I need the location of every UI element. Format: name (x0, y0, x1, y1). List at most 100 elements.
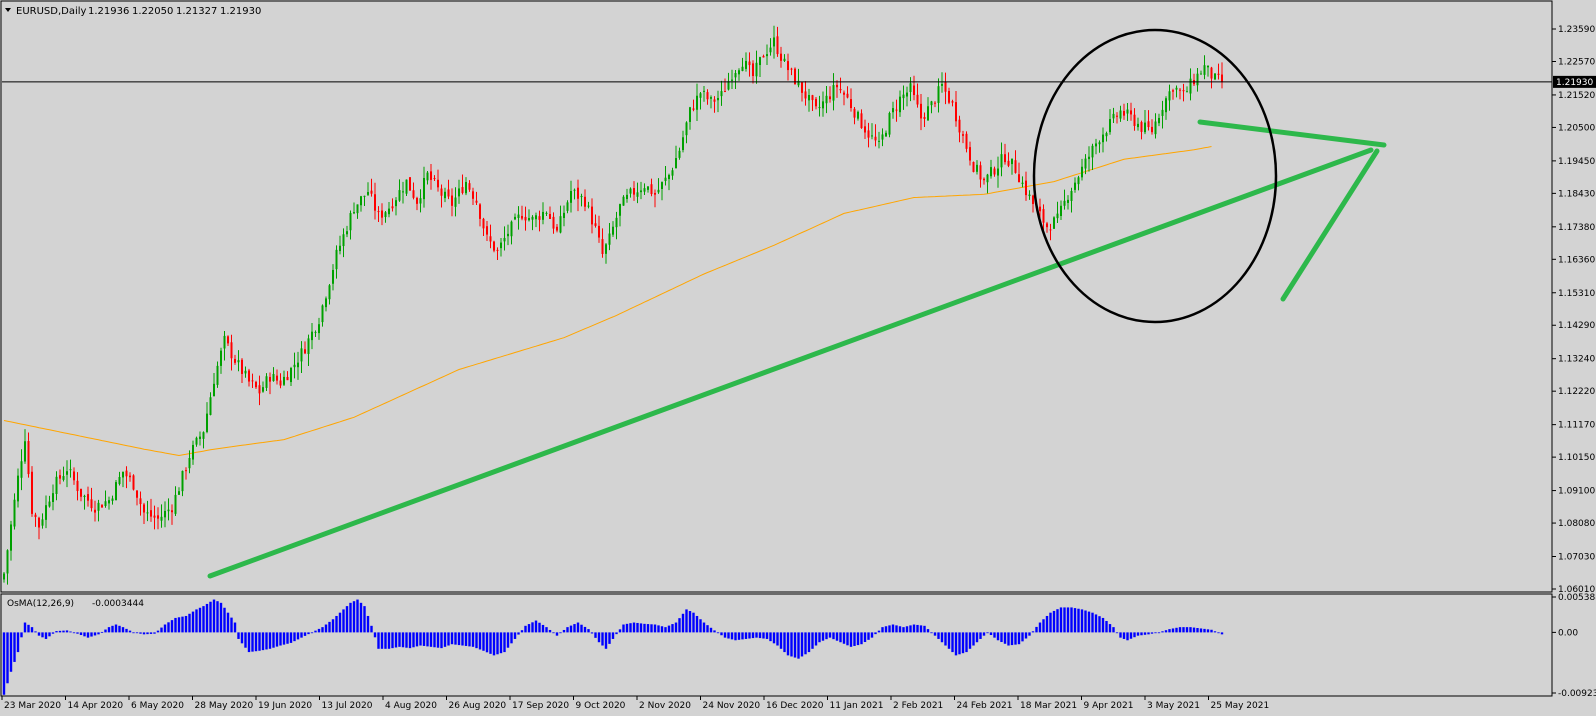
candle (713, 96, 716, 113)
candle (1046, 221, 1048, 233)
candle (290, 366, 292, 386)
time-tick-label: 18 Mar 2021 (1020, 701, 1077, 711)
osma-bar (321, 627, 324, 633)
candle (468, 180, 471, 192)
osma-bar (954, 632, 958, 656)
osma-bar (1010, 632, 1014, 646)
osma-bar (849, 632, 853, 647)
candle (300, 341, 303, 374)
window-menu-triangle-icon[interactable] (5, 8, 11, 12)
osma-bar (300, 632, 303, 638)
osma-bar (902, 627, 905, 633)
osma-bar (317, 628, 321, 633)
osma-bar (468, 632, 471, 647)
candle (1119, 105, 1122, 122)
osma-bar (69, 631, 72, 633)
candle (776, 26, 779, 57)
osma-bar (524, 625, 527, 633)
candle (339, 235, 341, 255)
osma-bar (520, 630, 524, 633)
candle (241, 358, 243, 383)
time-tick-label: 4 Aug 2020 (385, 701, 437, 711)
osma-bar (702, 622, 706, 633)
osma-bar (825, 632, 828, 640)
candle (416, 196, 418, 211)
osma-bar (296, 632, 300, 640)
candle (440, 184, 443, 208)
candle (909, 77, 912, 102)
candle (524, 206, 527, 231)
osma-bar (191, 611, 195, 633)
osma-bar (212, 599, 216, 633)
osma-bar (709, 627, 713, 633)
candle (668, 173, 670, 191)
osma-bar (184, 615, 188, 633)
osma-bar (349, 602, 352, 633)
candle (62, 466, 65, 482)
candle (934, 101, 936, 108)
osma-bar (1042, 619, 1045, 633)
candle (895, 99, 898, 122)
osma-bar (139, 632, 142, 634)
candle (563, 205, 565, 227)
osma-bar (562, 629, 566, 633)
osma-bar (503, 632, 506, 653)
osma-bar (1091, 612, 1094, 633)
osma-bar (933, 632, 937, 636)
osma-bar (499, 632, 503, 654)
osma-bar (174, 617, 177, 633)
osma-bar (331, 619, 335, 633)
osma-bar (744, 632, 748, 639)
candle (283, 370, 285, 386)
candle (143, 502, 145, 524)
candle (332, 264, 334, 291)
osma-bar (1161, 631, 1164, 633)
candle (556, 224, 558, 233)
candle (41, 513, 44, 529)
osma-bar (307, 632, 310, 635)
price-pane[interactable] (0, 0, 1553, 593)
candle (1207, 65, 1209, 77)
osma-bar (919, 625, 923, 633)
candle (164, 501, 166, 528)
osma-bar (807, 632, 811, 653)
candle (55, 471, 58, 501)
candle (1105, 131, 1108, 142)
osma-bar (34, 631, 37, 633)
candle (276, 369, 278, 385)
candle (780, 46, 782, 68)
osma-bar (1157, 632, 1161, 634)
osma-bar (16, 632, 20, 653)
candle (1147, 110, 1150, 131)
osma-bar (793, 632, 797, 658)
osma-bar (615, 632, 618, 635)
candle (230, 334, 233, 371)
candle (531, 215, 534, 231)
time-tick-label: 11 Jan 2021 (830, 701, 884, 711)
osma-bar (419, 632, 422, 646)
time-tick-label: 6 May 2020 (131, 701, 184, 711)
osma-bar (457, 632, 461, 646)
candle (111, 495, 114, 505)
candle (573, 188, 576, 200)
osma-bar (104, 629, 107, 633)
candle (269, 372, 271, 395)
osma-bar (1147, 632, 1150, 635)
candle (160, 504, 163, 528)
candle (101, 504, 103, 508)
candle (1133, 108, 1136, 131)
candle (811, 94, 814, 111)
candle (682, 130, 684, 153)
osma-bar (65, 630, 69, 633)
candle (741, 57, 744, 72)
osma-bar (128, 630, 132, 633)
candle (846, 86, 849, 99)
price-tick-label: 1.19450 (1558, 157, 1595, 167)
osma-bar (804, 632, 807, 655)
current-price-tag (1553, 75, 1596, 88)
candle (146, 500, 149, 522)
candle (234, 354, 236, 365)
osma-bar (723, 632, 727, 638)
osma-bar (272, 632, 275, 648)
